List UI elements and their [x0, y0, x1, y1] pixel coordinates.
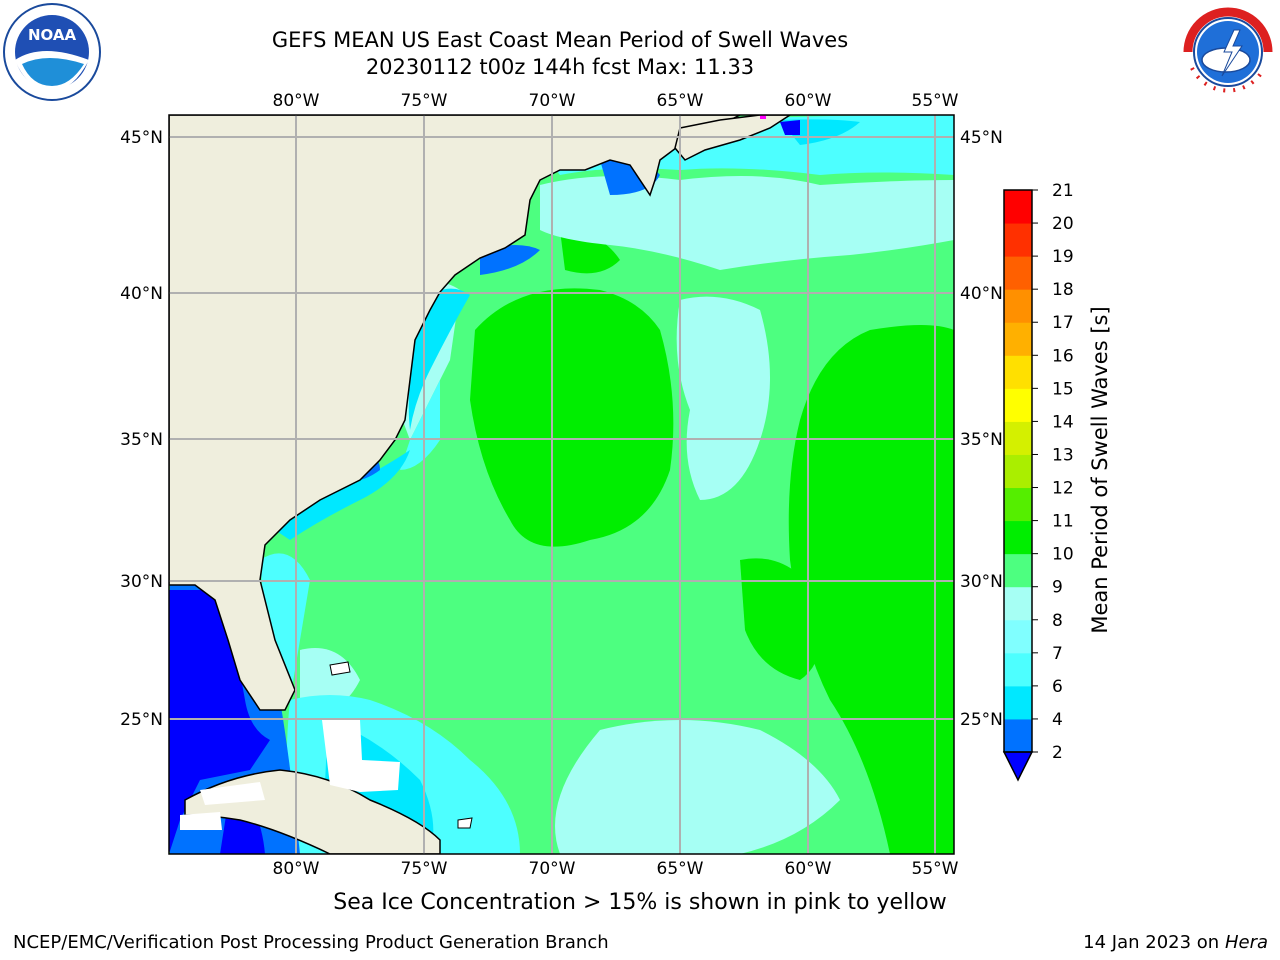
colorbar-tick-label: 14: [1052, 412, 1074, 432]
colorbar-bin: [1004, 487, 1032, 522]
land-north-america: [169, 115, 741, 711]
colorbar-tick-label: 16: [1052, 346, 1074, 366]
colorbar-bin: [1004, 421, 1032, 455]
lon-tick-top: 60°W: [785, 91, 832, 111]
colorbar-tick-label: 9: [1052, 578, 1063, 598]
chart-subtitle: 20230112 t00z 144h fcst Max: 11.33: [365, 55, 755, 79]
colorbar-tick-label: 17: [1052, 313, 1074, 333]
lon-tick-top: 55°W: [912, 91, 959, 111]
colorbar-tick-label: 10: [1052, 545, 1074, 565]
credit-text: NCEP/EMC/Verification Post Processing Pr…: [13, 932, 609, 953]
nws-logo-icon: [1180, 4, 1276, 100]
islands: [329, 661, 473, 829]
gridlines: [169, 115, 954, 854]
lon-tick-bottom: 55°W: [912, 859, 959, 879]
colorbar-tick-label: 19: [1052, 247, 1074, 267]
lon-tick-top: 65°W: [657, 91, 704, 111]
host-name: Hera: [1224, 932, 1268, 953]
noaa-logo-text: NOAA: [28, 26, 77, 44]
no-data-patches: [180, 720, 400, 830]
lat-tick-left: 30°N: [120, 572, 163, 592]
map-area: [169, 115, 954, 854]
colorbar-bin: [1004, 223, 1032, 257]
date-text: 14 Jan 2023 on Hera: [1083, 932, 1268, 953]
lat-tick-left: 25°N: [120, 710, 163, 730]
colorbar-tick-label: 7: [1052, 644, 1063, 664]
lon-tick-bottom: 80°W: [273, 859, 320, 879]
sea-ice-note: Sea Ice Concentration > 15% is shown in …: [333, 890, 947, 915]
lon-tick-bottom: 70°W: [529, 859, 576, 879]
colorbar-bin: [1004, 586, 1032, 621]
colorbar-tick-label: 11: [1052, 512, 1074, 532]
colorbar-tick-label: 4: [1052, 710, 1063, 730]
colorbar-bin: [1004, 322, 1032, 356]
colorbar-bin: [1004, 289, 1032, 323]
colorbar-tick-label: 6: [1052, 677, 1063, 697]
map-frame: [168, 114, 955, 855]
lat-labels-right: 45°N 40°N 35°N 30°N 25°N: [960, 128, 1003, 730]
lon-labels-top: 80°W 75°W 70°W 65°W 60°W 55°W: [273, 91, 959, 111]
colorbar-tick-label: 20: [1052, 214, 1074, 234]
colorbar-bin: [1004, 388, 1032, 422]
colorbar-tick-label: 18: [1052, 280, 1074, 300]
colorbar-bin: [1004, 355, 1032, 389]
colorbar-under-arrow: [1002, 751, 1034, 782]
colorbar-bin: [1004, 619, 1032, 654]
lon-tick-top: 70°W: [529, 91, 576, 111]
date-value: 14 Jan 2023 on: [1083, 932, 1225, 953]
lon-tick-top: 75°W: [401, 91, 448, 111]
chart-title: GEFS MEAN US East Coast Mean Period of S…: [271, 28, 849, 52]
lon-tick-bottom: 60°W: [785, 859, 832, 879]
colorbar-tick-label: 21: [1052, 181, 1074, 201]
noaa-logo-icon: NOAA: [3, 3, 101, 101]
lon-tick-bottom: 65°W: [657, 859, 704, 879]
colorbar-tick-label: 8: [1052, 611, 1063, 631]
lat-tick-right: 35°N: [960, 430, 1003, 450]
lat-tick-left: 45°N: [120, 128, 163, 148]
colorbar-bin: [1004, 553, 1032, 588]
lat-labels-left: 45°N 40°N 35°N 30°N 25°N: [120, 128, 163, 730]
colorbar-bin: [1004, 256, 1032, 290]
colorbar-bin: [1004, 718, 1032, 753]
colorbar-bin: [1004, 520, 1032, 555]
lat-tick-right: 30°N: [960, 572, 1003, 592]
zone-10-11s: [470, 230, 954, 854]
colorbar: 2 4 6 7 8 9 10 11 12 13 14 15 16 17 18 19 20 21: [1002, 181, 1074, 782]
colorbar-frame: [1003, 189, 1033, 753]
colorbar-bin: [1004, 454, 1032, 489]
colorbar-tick-label: 12: [1052, 479, 1074, 499]
lat-tick-left: 35°N: [120, 430, 163, 450]
colorbar-bin: [1004, 652, 1032, 687]
colorbar-bin: [1004, 685, 1032, 720]
lon-tick-top: 80°W: [273, 91, 320, 111]
colorbar-tick-label: 2: [1052, 743, 1063, 763]
colorbar-bin: [1004, 190, 1032, 224]
colorbar-tick-label: 15: [1052, 379, 1074, 399]
lat-tick-left: 40°N: [120, 284, 163, 304]
lon-tick-bottom: 75°W: [401, 859, 448, 879]
sea-ice-marker: [760, 115, 766, 119]
lon-labels-bottom: 80°W 75°W 70°W 65°W 60°W 55°W: [273, 859, 959, 879]
lat-tick-right: 40°N: [960, 284, 1003, 304]
colorbar-tick-label: 13: [1052, 445, 1074, 465]
lat-tick-right: 25°N: [960, 710, 1003, 730]
colorbar-label: Mean Period of Swell Waves [s]: [1088, 306, 1112, 633]
lat-tick-right: 45°N: [960, 128, 1003, 148]
